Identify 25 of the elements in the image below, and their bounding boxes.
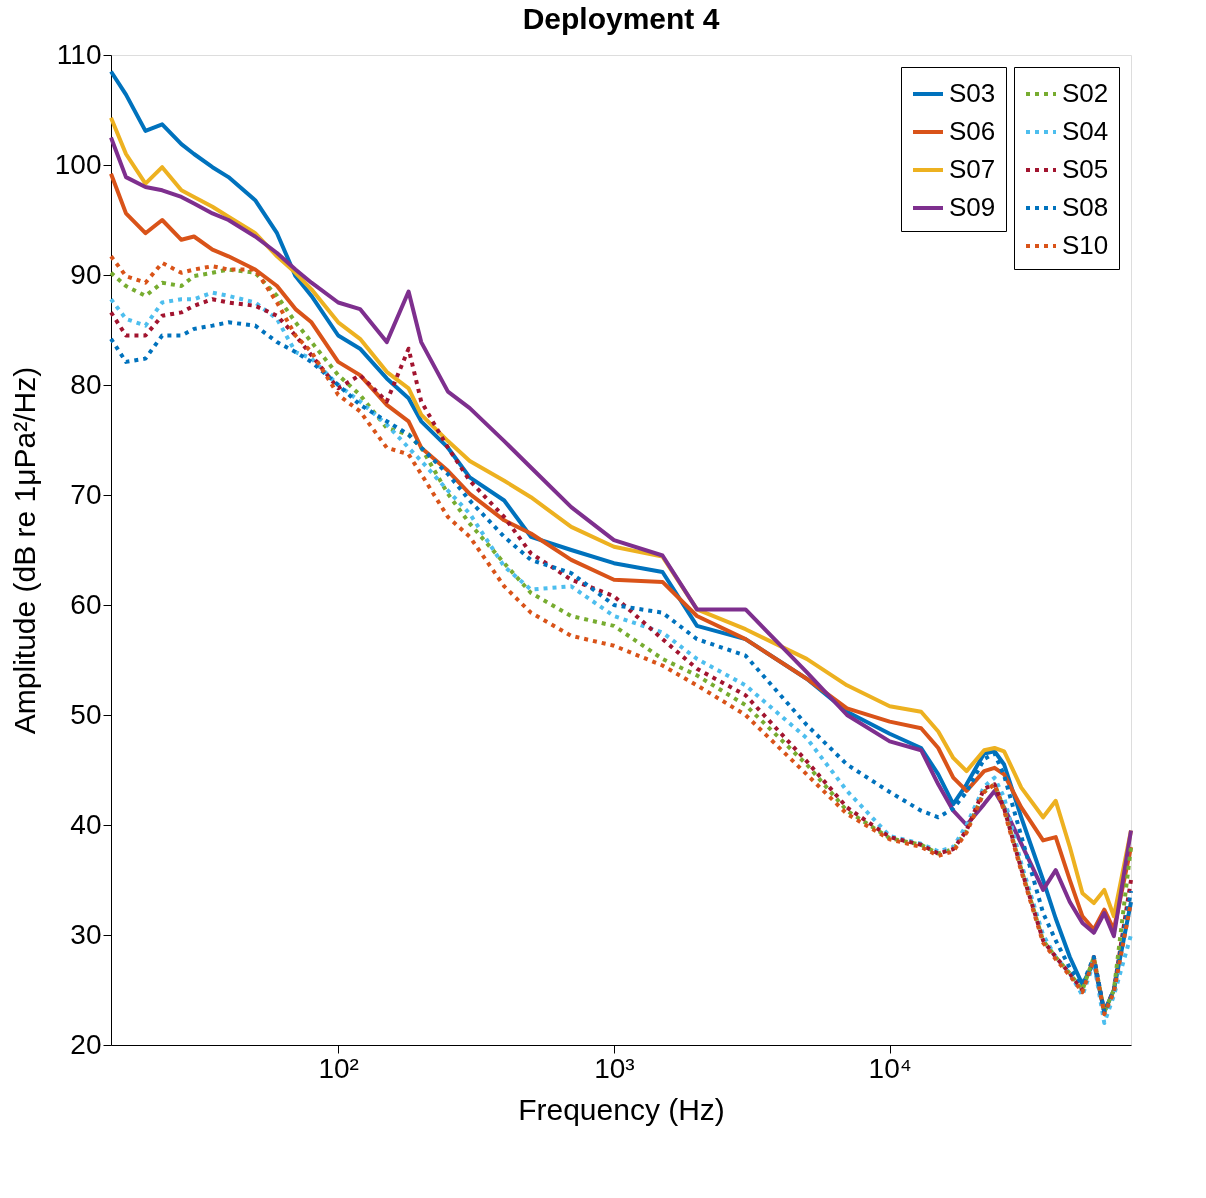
y-tick-label: 70 <box>70 478 102 510</box>
x-tick-label: 10⁴ <box>868 1052 912 1084</box>
y-tick-label: 60 <box>70 588 102 620</box>
x-tick-label: 10² <box>318 1052 359 1084</box>
x-axis-title: Frequency (Hz) <box>518 1092 725 1126</box>
y-tick-label: 80 <box>70 368 102 400</box>
legend-label: S03 <box>949 78 996 108</box>
y-tick-label: 50 <box>70 698 102 730</box>
x-tick-label: 10³ <box>594 1052 635 1084</box>
y-tick-label: 40 <box>70 808 102 840</box>
legend-label: S02 <box>1062 78 1109 108</box>
y-tick-label: 20 <box>70 1028 102 1060</box>
chart-title: Deployment 4 <box>522 2 720 35</box>
legend-label: S05 <box>1062 154 1109 184</box>
legend-label: S06 <box>949 116 996 146</box>
legend-label: S10 <box>1062 230 1109 260</box>
y-tick-label: 90 <box>70 258 102 290</box>
y-tick-label: 110 <box>56 38 102 70</box>
legend-label: S09 <box>949 192 996 222</box>
y-axis-title: Amplitude (dB re 1μPa²/Hz) <box>7 366 41 735</box>
y-tick-label: 100 <box>54 148 102 180</box>
legend-label: S07 <box>949 154 996 184</box>
legend-label: S08 <box>1062 192 1109 222</box>
y-tick-label: 30 <box>70 918 102 950</box>
legend-label: S04 <box>1062 116 1109 146</box>
